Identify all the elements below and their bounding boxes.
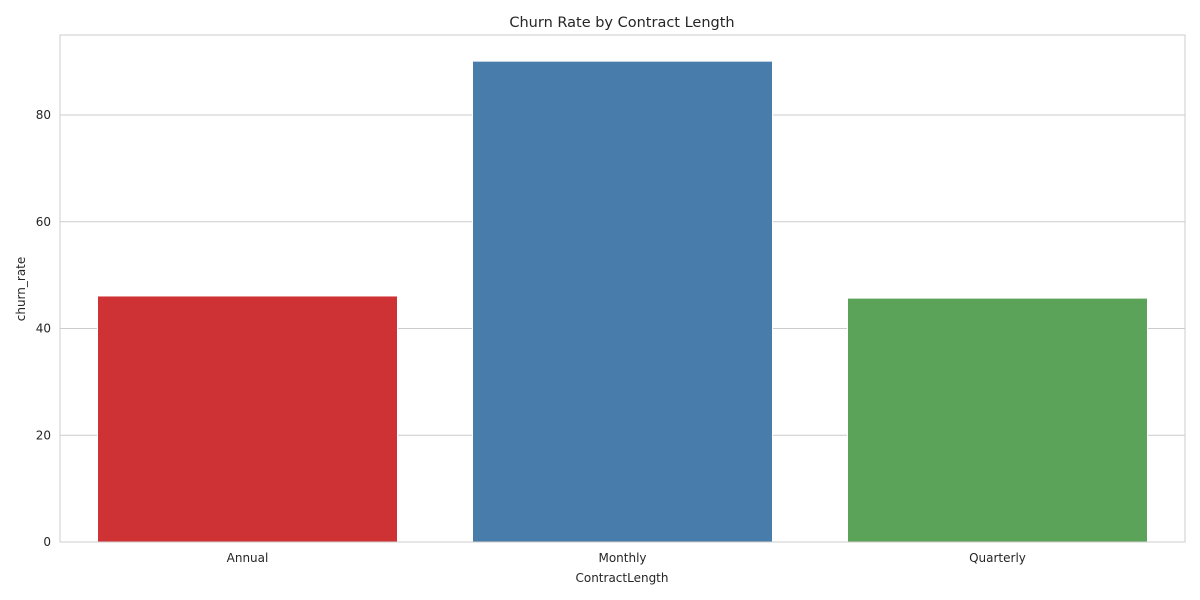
chart-title: Churn Rate by Contract Length: [509, 15, 734, 31]
plot-frame: [59, 34, 1186, 543]
y-axis-label: churn_rate: [14, 257, 28, 322]
x-tick-label-annual: Annual: [227, 551, 269, 565]
bar-annual: [97, 295, 398, 543]
x-tick-label-monthly: Monthly: [598, 551, 646, 565]
y-tick-label: 0: [43, 535, 51, 549]
x-tick-label-quarterly: Quarterly: [969, 551, 1026, 565]
y-tick-label: 60: [36, 215, 51, 229]
x-axis-label: ContractLength: [575, 571, 668, 585]
x-axis-ticks: Annual Monthly Quarterly: [227, 551, 1026, 565]
y-tick-label: 40: [36, 322, 51, 336]
bar-quarterly: [847, 297, 1148, 543]
bars: [97, 60, 1148, 543]
bar-monthly: [472, 60, 773, 543]
y-tick-label: 20: [36, 428, 51, 442]
y-axis-ticks: 0 20 40 60 80: [36, 108, 51, 549]
y-tick-label: 80: [36, 108, 51, 122]
